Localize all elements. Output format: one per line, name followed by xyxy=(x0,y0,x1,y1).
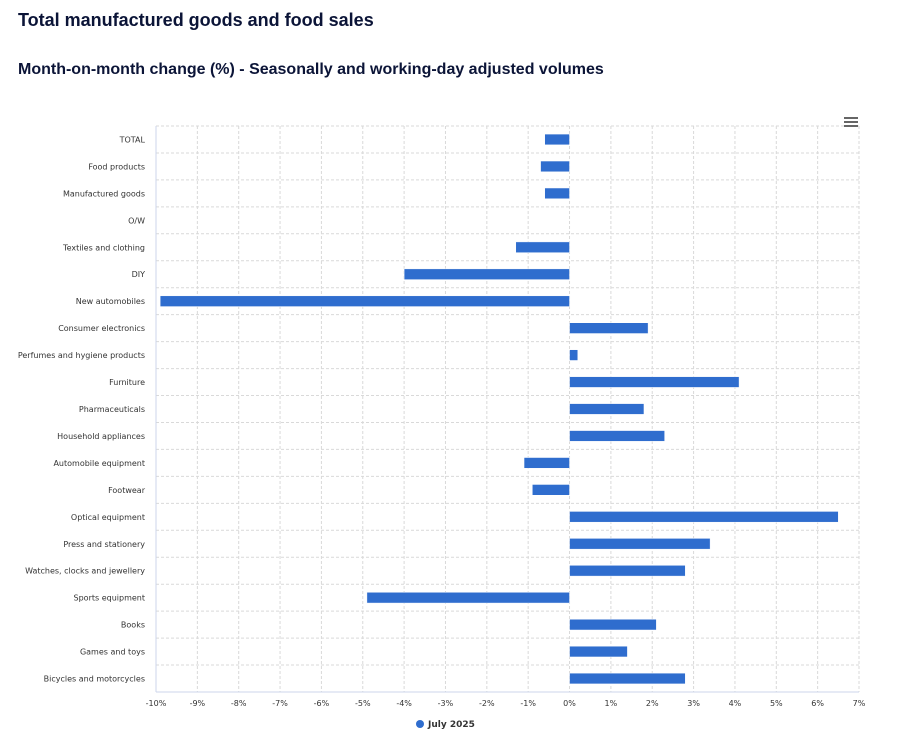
x-tick-label: -4% xyxy=(396,699,412,708)
category-label: Sports equipment xyxy=(74,594,145,603)
legend-label-july-2025[interactable]: July 2025 xyxy=(427,720,475,730)
category-label: Optical equipment xyxy=(71,513,145,522)
hamburger-menu-icon[interactable] xyxy=(844,117,858,129)
category-label: Household appliances xyxy=(57,432,145,441)
legend-marker-july-2025 xyxy=(416,720,424,728)
category-label: New automobiles xyxy=(76,297,145,306)
x-tick-label: 0% xyxy=(563,699,576,708)
x-tick-label: 7% xyxy=(853,699,866,708)
category-label: Footwear xyxy=(108,486,146,495)
bar-new-automobiles[interactable] xyxy=(159,295,570,307)
bar-sports-equipment[interactable] xyxy=(366,592,570,604)
bars xyxy=(159,133,839,685)
bar-perfumes-and-hygiene-products[interactable] xyxy=(569,349,579,361)
category-label: Games and toys xyxy=(80,648,145,657)
category-label: Food products xyxy=(88,162,145,171)
x-tick-label: -6% xyxy=(314,699,330,708)
grid-lines xyxy=(155,125,860,693)
bar-optical-equipment[interactable] xyxy=(569,511,839,523)
x-axis-ticks: -10% -9% -8% -7% -6% -5% -4% -3% -2% -1% 0% 1% 2% 3% 4… xyxy=(146,699,866,708)
category-label: O/W xyxy=(128,216,145,225)
x-tick-label: -2% xyxy=(479,699,495,708)
x-tick-label: -10% xyxy=(146,699,167,708)
x-tick-label: 1% xyxy=(605,699,618,708)
category-label: Consumer electronics xyxy=(58,324,145,333)
bar-consumer-electronics[interactable] xyxy=(569,322,649,334)
x-tick-label: -3% xyxy=(438,699,454,708)
category-label: Bicycles and motorcycles xyxy=(44,675,145,684)
category-label: Perfumes and hygiene products xyxy=(18,351,145,360)
bar-furniture[interactable] xyxy=(569,376,740,388)
category-label: DIY xyxy=(132,270,146,279)
x-tick-label: 4% xyxy=(729,699,742,708)
bar-bicycles-and-motorcycles[interactable] xyxy=(569,672,686,685)
bar-manufactured-goods[interactable] xyxy=(544,187,570,200)
bar-household-appliances[interactable] xyxy=(569,430,665,442)
category-label: Books xyxy=(121,621,145,630)
category-label: Pharmaceuticals xyxy=(79,405,145,414)
legend[interactable]: July 2025 xyxy=(416,720,475,730)
bar-food-products[interactable] xyxy=(540,160,570,173)
x-tick-label: 3% xyxy=(687,699,700,708)
chart-subtitle: Month-on-month change (%) - Seasonally a… xyxy=(18,61,604,78)
x-tick-label: -5% xyxy=(355,699,371,708)
category-label: TOTAL xyxy=(119,135,146,144)
x-tick-label: 5% xyxy=(770,699,783,708)
page-title: Total manufactured goods and food sales xyxy=(18,10,374,30)
x-tick-label: -9% xyxy=(190,699,206,708)
category-label: Furniture xyxy=(109,378,145,387)
bar-press-and-stationery[interactable] xyxy=(569,538,711,550)
bar-games-and-toys[interactable] xyxy=(569,645,628,658)
bar-footwear[interactable] xyxy=(532,484,570,496)
category-label: Manufactured goods xyxy=(63,189,145,198)
x-tick-label: 2% xyxy=(646,699,659,708)
category-label: Press and stationery xyxy=(63,540,145,549)
x-tick-label: 6% xyxy=(811,699,824,708)
bar-automobile-equipment[interactable] xyxy=(523,457,570,469)
bar-watches-clocks-and-jewellery[interactable] xyxy=(569,565,686,577)
bar-textiles-and-clothing[interactable] xyxy=(515,241,570,253)
category-label: Automobile equipment xyxy=(53,459,145,468)
bar-diy[interactable] xyxy=(403,268,570,280)
category-labels: TOTAL Food products Manufactured goods O/W T… xyxy=(18,135,146,683)
category-label: Textiles and clothing xyxy=(62,243,145,252)
category-label: Watches, clocks and jewellery xyxy=(25,567,145,576)
bar-books[interactable] xyxy=(569,618,657,631)
x-tick-label: -1% xyxy=(520,699,536,708)
bar-total[interactable] xyxy=(544,133,570,146)
x-tick-label: -8% xyxy=(231,699,247,708)
bar-pharmaceuticals[interactable] xyxy=(569,403,645,415)
x-tick-label: -7% xyxy=(272,699,288,708)
